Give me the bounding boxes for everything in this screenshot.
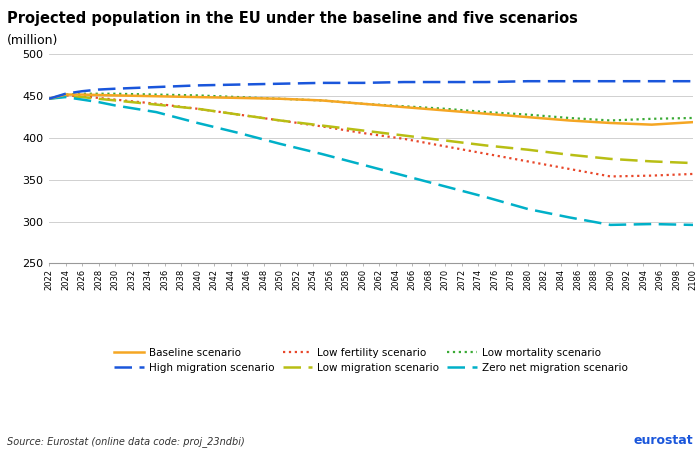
Legend: Baseline scenario, High migration scenario, Low fertility scenario, Low migratio: Baseline scenario, High migration scenar…	[114, 348, 628, 373]
Text: eurostat: eurostat	[634, 434, 693, 447]
Text: (million): (million)	[7, 34, 58, 47]
Text: Projected population in the EU under the baseline and five scenarios: Projected population in the EU under the…	[7, 11, 578, 26]
Text: Source: Eurostat (online data code: proj_23ndbi): Source: Eurostat (online data code: proj…	[7, 436, 245, 447]
